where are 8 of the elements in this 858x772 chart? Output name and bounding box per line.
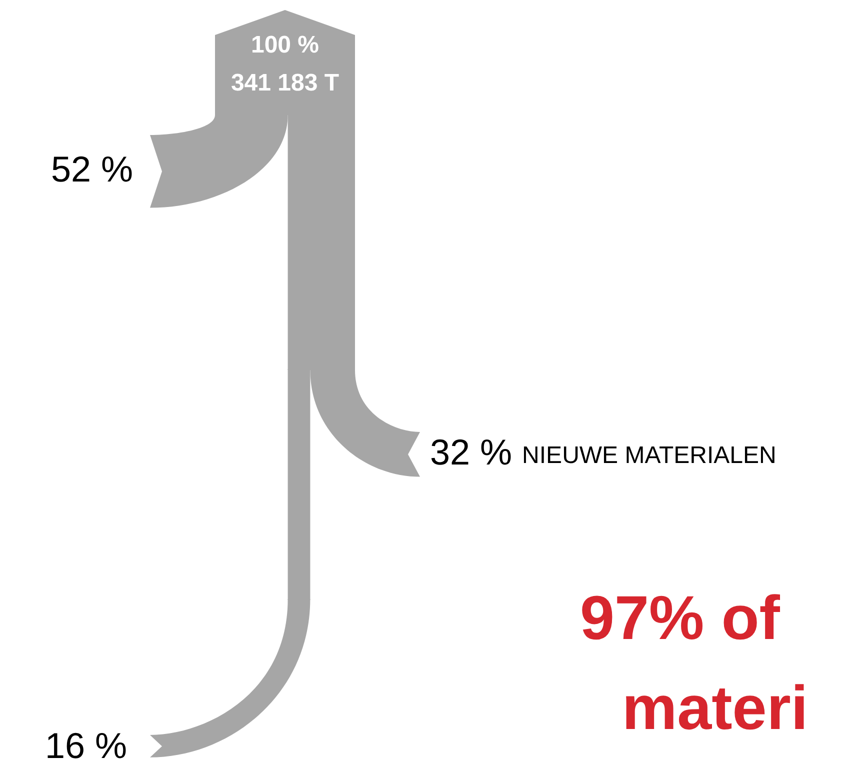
text: materi: [622, 674, 808, 744]
data-label: 32 %: [430, 431, 512, 472]
text: 97% of: [580, 584, 780, 654]
data-label: 16 %: [44, 724, 127, 766]
category-label: NIEUWE MATERIALEN: [522, 442, 776, 470]
data-label: 52 %: [50, 148, 133, 190]
text: 100 %: [250, 32, 320, 59]
text: 341 183 T: [230, 70, 340, 97]
